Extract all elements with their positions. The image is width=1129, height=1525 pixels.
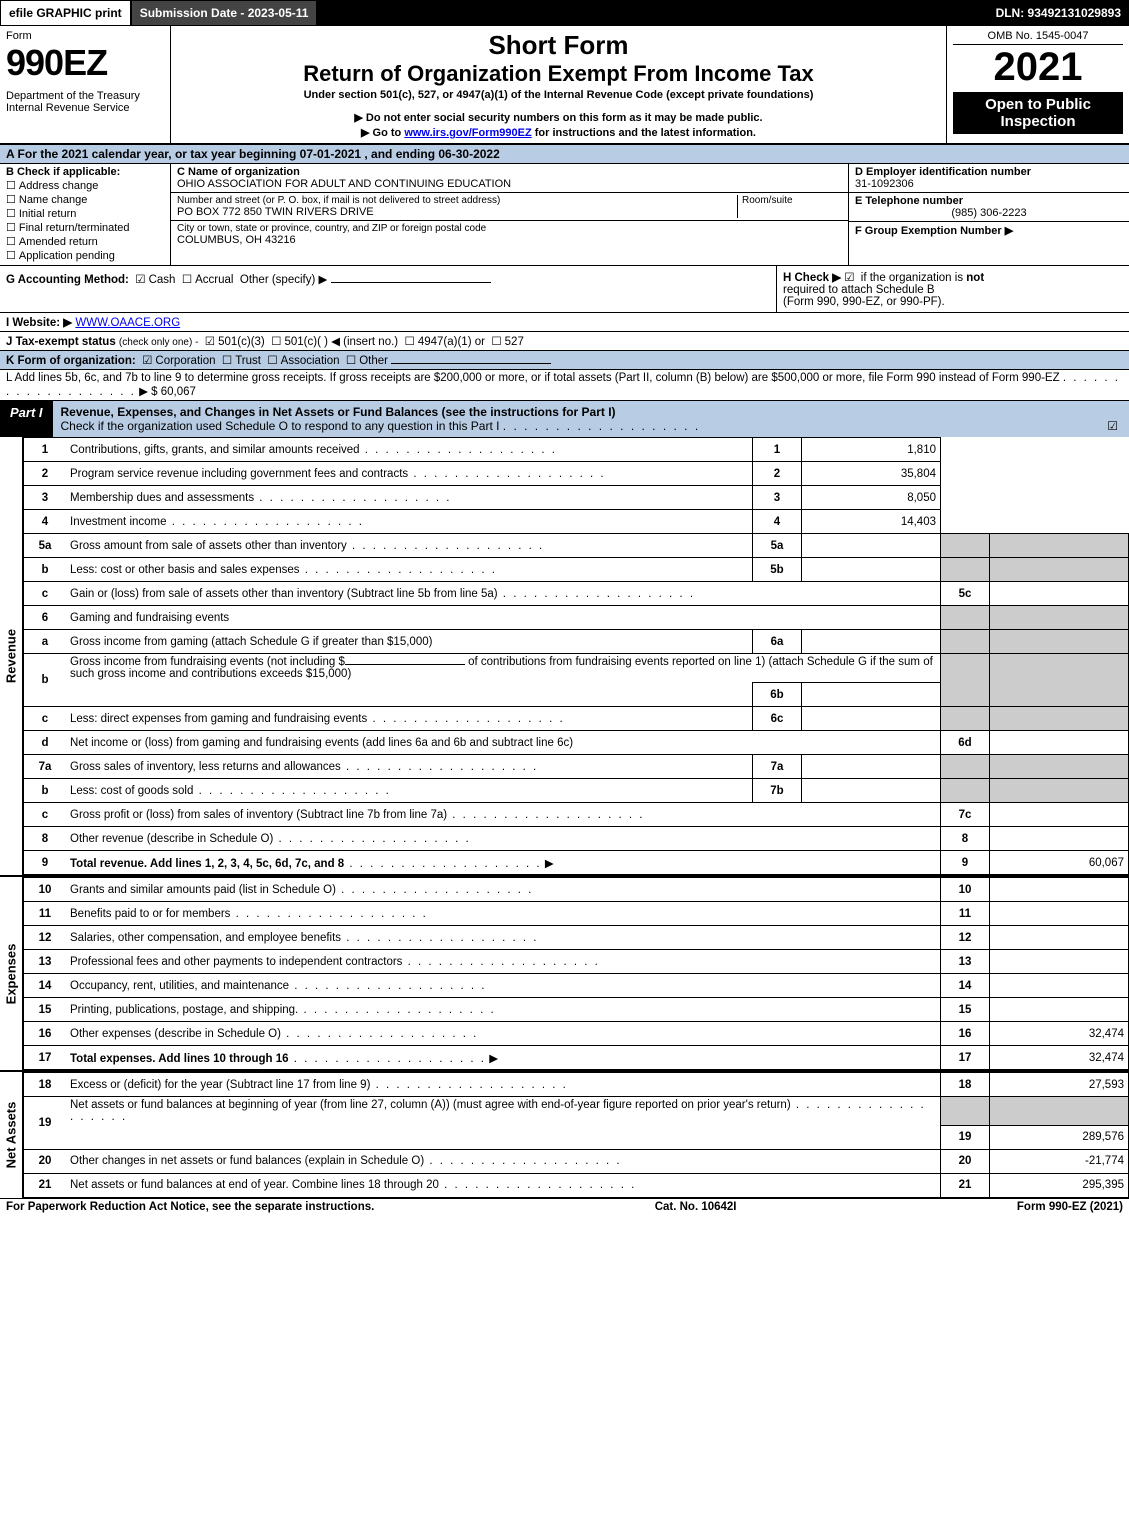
submission-date: Submission Date - 2023-05-11 (131, 0, 318, 26)
expenses-block: Expenses 10Grants and similar amounts pa… (0, 875, 1129, 1070)
dln-label: DLN: 93492131029893 (988, 0, 1129, 26)
revenue-side-label: Revenue (4, 629, 19, 683)
irs-link[interactable]: www.irs.gov/Form990EZ (404, 127, 531, 139)
net-assets-block: Net Assets 18Excess or (deficit) for the… (0, 1070, 1129, 1198)
cb-accrual[interactable]: Accrual (182, 274, 234, 286)
cb-other-org[interactable]: Other (346, 355, 388, 367)
cb-application-pending[interactable]: Application pending (6, 249, 164, 262)
room-suite-label: Room/suite (737, 195, 842, 218)
cb-527[interactable]: 527 (491, 336, 524, 348)
form-ref: Form 990-EZ (2021) (1017, 1201, 1123, 1213)
form-label: Form (6, 30, 164, 42)
row-g: G Accounting Method: Cash Accrual Other … (0, 266, 776, 312)
short-form-title: Short Form (177, 30, 940, 61)
net-assets-side-label: Net Assets (4, 1101, 19, 1168)
dept-line-2: Internal Revenue Service (6, 102, 164, 114)
box-b-title: B Check if applicable: (6, 166, 164, 178)
cb-schedule-o[interactable] (1107, 419, 1121, 433)
cat-no: Cat. No. 10642I (655, 1201, 737, 1213)
box-def: D Employer identification number 31-1092… (848, 164, 1129, 265)
cb-501c[interactable]: 501(c)( ) ◀ (insert no.) (271, 336, 398, 348)
cb-name-change[interactable]: Name change (6, 193, 164, 206)
paperwork-notice: For Paperwork Reduction Act Notice, see … (6, 1201, 374, 1213)
org-name-label: C Name of organization (177, 166, 300, 178)
cb-4947[interactable]: 4947(a)(1) or (405, 336, 485, 348)
cb-initial-return[interactable]: Initial return (6, 207, 164, 220)
group-exemption-label: F Group Exemption Number ▶ (855, 225, 1013, 237)
row-j: J Tax-exempt status (check only one) - 5… (0, 332, 1129, 351)
return-title: Return of Organization Exempt From Incom… (177, 61, 940, 87)
dept-line-1: Department of the Treasury (6, 90, 164, 102)
subtitle-2: ▶ Do not enter social security numbers o… (177, 111, 940, 124)
ein-label: D Employer identification number (855, 166, 1031, 178)
street-label: Number and street (or P. O. box, if mail… (177, 195, 737, 206)
revenue-block: Revenue 1Contributions, gifts, grants, a… (0, 437, 1129, 875)
part-1-header: Part I Revenue, Expenses, and Changes in… (0, 401, 1129, 437)
part-1-title: Revenue, Expenses, and Changes in Net As… (61, 405, 616, 419)
org-street: PO BOX 772 850 TWIN RIVERS DRIVE (177, 206, 737, 218)
org-name: OHIO ASSOCIATION FOR ADULT AND CONTINUIN… (177, 178, 842, 190)
form-number: 990EZ (6, 42, 164, 84)
cb-schedule-b[interactable] (844, 272, 857, 284)
tel-label: E Telephone number (855, 195, 963, 207)
part-1-label: Part I (0, 401, 53, 437)
cb-amended-return[interactable]: Amended return (6, 235, 164, 248)
cb-corporation[interactable]: Corporation (142, 355, 215, 367)
subtitle-3: ▶ Go to www.irs.gov/Form990EZ for instru… (177, 126, 940, 139)
website-link[interactable]: WWW.OAACE.ORG (75, 317, 180, 329)
org-info-block: B Check if applicable: Address change Na… (0, 164, 1129, 266)
cb-cash[interactable]: Cash (135, 274, 175, 286)
other-specify: Other (specify) ▶ (240, 274, 327, 286)
gross-receipts: 60,067 (161, 386, 196, 398)
cb-final-return[interactable]: Final return/terminated (6, 221, 164, 234)
omb-number: OMB No. 1545-0047 (953, 30, 1123, 45)
tax-year: 2021 (953, 45, 1123, 90)
part-1-subtitle: Check if the organization used Schedule … (61, 419, 500, 433)
cb-trust[interactable]: Trust (222, 355, 261, 367)
box-b: B Check if applicable: Address change Na… (0, 164, 171, 265)
form-header: Form 990EZ Department of the Treasury In… (0, 26, 1129, 145)
city-label: City or town, state or province, country… (177, 223, 842, 234)
row-i: I Website: ▶ WWW.OAACE.ORG (0, 313, 1129, 332)
expenses-side-label: Expenses (4, 943, 19, 1004)
cb-501c3[interactable]: 501(c)(3) (205, 336, 265, 348)
box-c: C Name of organization OHIO ASSOCIATION … (171, 164, 848, 265)
row-k: K Form of organization: Corporation Trus… (0, 351, 1129, 370)
section-a: A For the 2021 calendar year, or tax yea… (0, 145, 1129, 164)
efile-button[interactable]: efile GRAPHIC print (0, 0, 131, 26)
tel-value: (985) 306-2223 (855, 207, 1123, 219)
page-footer: For Paperwork Reduction Act Notice, see … (0, 1198, 1129, 1215)
cb-association[interactable]: Association (267, 355, 339, 367)
subtitle-1: Under section 501(c), 527, or 4947(a)(1)… (177, 89, 940, 101)
top-bar: efile GRAPHIC print Submission Date - 20… (0, 0, 1129, 26)
cb-address-change[interactable]: Address change (6, 179, 164, 192)
row-l: L Add lines 5b, 6c, and 7b to line 9 to … (0, 370, 1129, 401)
org-city: COLUMBUS, OH 43216 (177, 234, 842, 246)
ein-value: 31-1092306 (855, 178, 914, 190)
row-h: H Check ▶ if the organization is not req… (776, 266, 1129, 312)
open-inspection: Open to Public Inspection (953, 92, 1123, 134)
